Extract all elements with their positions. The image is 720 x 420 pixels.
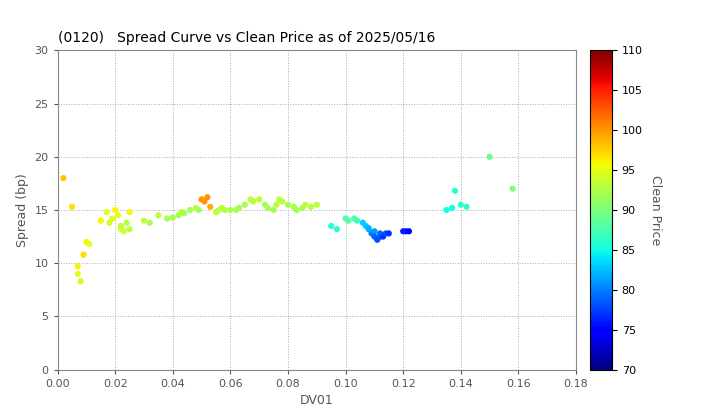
Point bbox=[259, 201, 271, 208]
Point bbox=[124, 209, 135, 215]
Point bbox=[233, 205, 245, 211]
Point bbox=[78, 251, 89, 258]
Point bbox=[193, 207, 204, 213]
Point bbox=[274, 196, 285, 203]
Point bbox=[291, 207, 302, 213]
Point bbox=[360, 223, 372, 229]
Point bbox=[325, 223, 337, 229]
Point bbox=[363, 226, 374, 233]
Point bbox=[268, 207, 279, 213]
Point bbox=[357, 219, 369, 226]
Point bbox=[173, 212, 184, 219]
Point bbox=[239, 201, 251, 208]
Point bbox=[331, 226, 343, 233]
Point bbox=[377, 233, 389, 240]
Point bbox=[300, 201, 311, 208]
Point bbox=[369, 233, 380, 240]
Point bbox=[138, 217, 150, 224]
Point bbox=[216, 205, 228, 211]
Point bbox=[115, 223, 127, 229]
Point bbox=[81, 239, 92, 245]
Point bbox=[176, 209, 187, 215]
Y-axis label: Spread (bp): Spread (bp) bbox=[16, 173, 29, 247]
Point bbox=[271, 201, 282, 208]
Point bbox=[101, 209, 112, 215]
X-axis label: DV01: DV01 bbox=[300, 394, 333, 407]
Point bbox=[115, 226, 127, 233]
Point bbox=[380, 230, 392, 237]
Point bbox=[196, 196, 207, 203]
Point bbox=[507, 185, 518, 192]
Point bbox=[184, 207, 196, 213]
Point bbox=[383, 230, 395, 237]
Point bbox=[109, 207, 121, 213]
Point bbox=[369, 228, 380, 235]
Point bbox=[190, 205, 202, 211]
Point bbox=[297, 205, 308, 211]
Point bbox=[121, 219, 132, 226]
Point bbox=[374, 233, 386, 240]
Point bbox=[348, 215, 360, 222]
Point bbox=[124, 226, 135, 233]
Point bbox=[204, 203, 216, 210]
Point bbox=[95, 217, 107, 224]
Point bbox=[179, 210, 190, 217]
Point bbox=[225, 207, 236, 213]
Y-axis label: Clean Price: Clean Price bbox=[649, 175, 662, 245]
Point bbox=[72, 263, 84, 270]
Point bbox=[210, 209, 222, 215]
Point bbox=[118, 228, 130, 235]
Point bbox=[107, 215, 118, 222]
Point bbox=[441, 207, 452, 213]
Point bbox=[153, 212, 164, 219]
Point bbox=[84, 241, 95, 247]
Point bbox=[400, 228, 412, 235]
Point bbox=[288, 203, 300, 210]
Point bbox=[397, 228, 409, 235]
Point bbox=[449, 187, 461, 194]
Point bbox=[305, 203, 317, 210]
Point bbox=[311, 201, 323, 208]
Point bbox=[199, 198, 210, 205]
Point bbox=[455, 201, 467, 208]
Point bbox=[202, 194, 213, 201]
Point bbox=[245, 196, 256, 203]
Point bbox=[446, 205, 458, 211]
Text: (0120)   Spread Curve vs Clean Price as of 2025/05/16: (0120) Spread Curve vs Clean Price as of… bbox=[58, 31, 435, 45]
Point bbox=[276, 198, 288, 205]
Point bbox=[374, 230, 386, 237]
Point bbox=[104, 219, 115, 226]
Point bbox=[343, 217, 354, 224]
Point bbox=[161, 215, 173, 222]
Point bbox=[219, 207, 230, 213]
Point bbox=[230, 207, 242, 213]
Point bbox=[403, 228, 415, 235]
Point bbox=[363, 225, 374, 231]
Point bbox=[372, 236, 383, 243]
Point bbox=[282, 201, 294, 208]
Point bbox=[75, 278, 86, 285]
Point bbox=[253, 196, 265, 203]
Point bbox=[461, 203, 472, 210]
Point bbox=[248, 198, 259, 205]
Point bbox=[262, 205, 274, 211]
Point bbox=[167, 214, 179, 221]
Point bbox=[213, 207, 225, 213]
Point bbox=[58, 175, 69, 181]
Point bbox=[366, 230, 377, 237]
Point bbox=[351, 217, 363, 224]
Point bbox=[112, 212, 124, 219]
Point bbox=[484, 153, 495, 160]
Point bbox=[72, 270, 84, 277]
Point bbox=[340, 215, 351, 222]
Point bbox=[66, 203, 78, 210]
Point bbox=[144, 219, 156, 226]
